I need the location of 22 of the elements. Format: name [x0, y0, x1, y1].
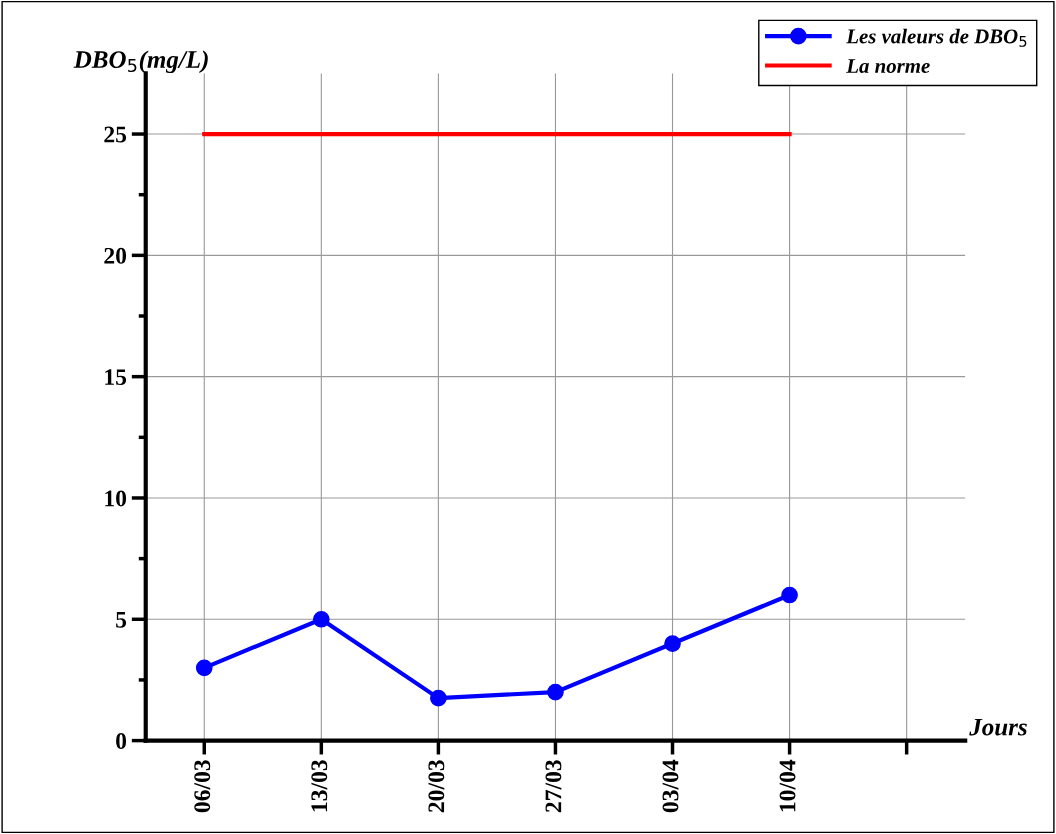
point	[430, 689, 447, 707]
y-tick-label: 15	[105, 369, 127, 386]
x-tick-label: 10/04	[779, 759, 796, 812]
x-tick-label: 20/03	[428, 760, 445, 813]
y-tick-label: 10	[105, 490, 127, 507]
x-tick-label: 13/03	[311, 760, 328, 812]
x-tick-label: 06/03	[194, 760, 211, 813]
legend-label: La norme	[846, 59, 930, 73]
x-tick-label: 27/03	[545, 760, 562, 813]
legend-label: Les valeurs de DBO$_{5}$	[846, 28, 1027, 47]
y-tick-label: 5	[116, 612, 127, 628]
y-tick-label: 0	[116, 733, 127, 750]
y-tick-label: 25	[104, 126, 127, 143]
x-tick-label: 03/04	[662, 759, 679, 813]
point	[547, 683, 564, 701]
point	[781, 586, 798, 604]
point	[312, 610, 330, 628]
x-axis-title: Jours	[969, 718, 1027, 736]
point	[664, 635, 681, 652]
y-tick-label: 20	[104, 247, 127, 264]
y-axis-title: DBO$_{5}$(mg/L)	[73, 50, 208, 74]
point	[195, 659, 213, 677]
